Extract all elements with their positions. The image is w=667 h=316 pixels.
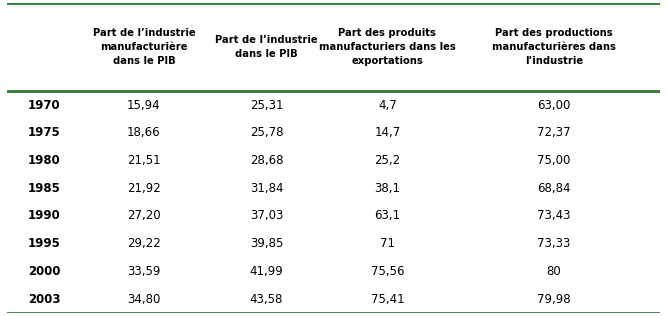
Text: 33,59: 33,59 — [127, 265, 161, 278]
Text: 75,56: 75,56 — [371, 265, 404, 278]
Text: 18,66: 18,66 — [127, 126, 161, 139]
Text: 25,78: 25,78 — [249, 126, 283, 139]
Text: 27,20: 27,20 — [127, 210, 161, 222]
Text: 1985: 1985 — [28, 182, 61, 195]
Text: 73,33: 73,33 — [538, 237, 571, 250]
Text: 71: 71 — [380, 237, 395, 250]
Text: Part de l’industrie
manufacturière
dans le PIB: Part de l’industrie manufacturière dans … — [93, 28, 195, 66]
Text: 25,2: 25,2 — [374, 154, 400, 167]
Text: 4,7: 4,7 — [378, 99, 397, 112]
Text: 25,31: 25,31 — [249, 99, 283, 112]
Text: 1995: 1995 — [28, 237, 61, 250]
Text: 1980: 1980 — [28, 154, 61, 167]
Text: 43,58: 43,58 — [250, 293, 283, 306]
Text: 28,68: 28,68 — [249, 154, 283, 167]
Text: Part des productions
manufacturières dans
l’industrie: Part des productions manufacturières dan… — [492, 28, 616, 66]
Text: 2003: 2003 — [28, 293, 61, 306]
Text: 37,03: 37,03 — [250, 210, 283, 222]
Text: 14,7: 14,7 — [374, 126, 401, 139]
Text: 1970: 1970 — [28, 99, 61, 112]
Text: 75,41: 75,41 — [371, 293, 404, 306]
Text: 80: 80 — [547, 265, 562, 278]
Text: 1990: 1990 — [28, 210, 61, 222]
Text: 72,37: 72,37 — [538, 126, 571, 139]
Text: 21,92: 21,92 — [127, 182, 161, 195]
Text: 73,43: 73,43 — [538, 210, 571, 222]
Text: 68,84: 68,84 — [538, 182, 571, 195]
Text: 2000: 2000 — [28, 265, 61, 278]
Text: 75,00: 75,00 — [538, 154, 571, 167]
Text: 1975: 1975 — [28, 126, 61, 139]
Text: Part des produits
manufacturiers dans les
exportations: Part des produits manufacturiers dans le… — [319, 28, 456, 66]
Text: 39,85: 39,85 — [250, 237, 283, 250]
Text: 21,51: 21,51 — [127, 154, 161, 167]
Text: 63,00: 63,00 — [538, 99, 571, 112]
Text: 41,99: 41,99 — [249, 265, 283, 278]
Text: 79,98: 79,98 — [538, 293, 571, 306]
Text: 15,94: 15,94 — [127, 99, 161, 112]
Text: Part de l’industrie
dans le PIB: Part de l’industrie dans le PIB — [215, 35, 317, 59]
Text: 34,80: 34,80 — [127, 293, 161, 306]
Text: 31,84: 31,84 — [249, 182, 283, 195]
Text: 29,22: 29,22 — [127, 237, 161, 250]
Text: 38,1: 38,1 — [374, 182, 400, 195]
Text: 63,1: 63,1 — [374, 210, 400, 222]
